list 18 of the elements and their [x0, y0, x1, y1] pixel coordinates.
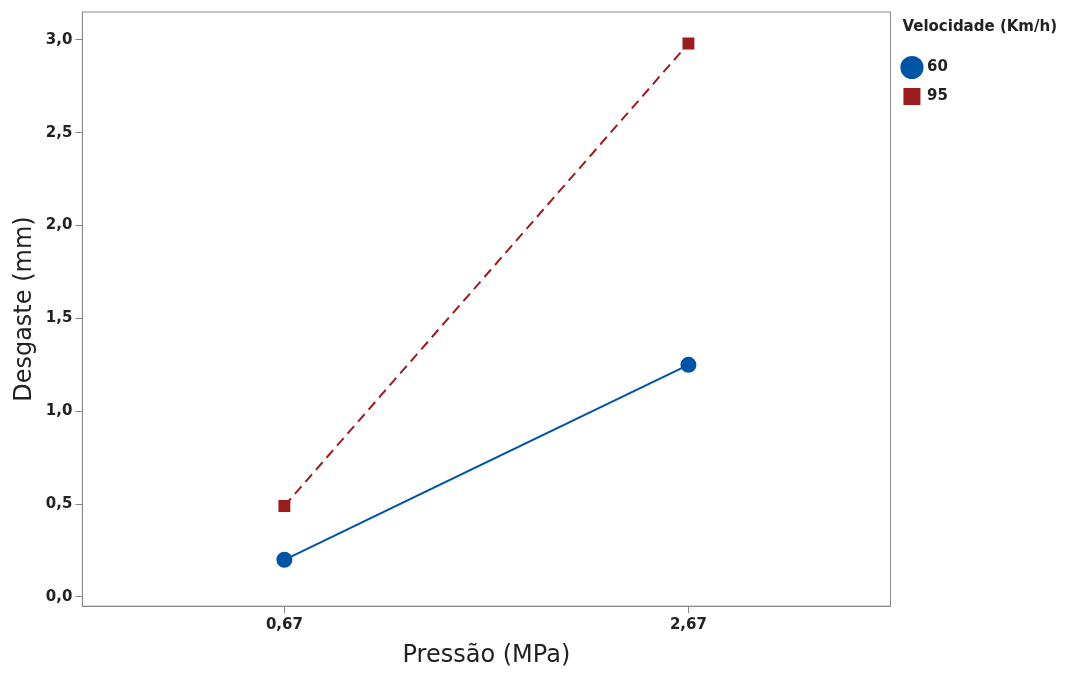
point: [278, 499, 291, 512]
point: [682, 37, 695, 50]
y-tick-label: 2,0: [45, 215, 73, 234]
legend-title: Velocidade (Km/h): [902, 17, 1057, 36]
y-tick-label: 0,0: [45, 586, 73, 605]
legend-label: 95: [926, 86, 948, 105]
point: [276, 551, 293, 568]
y-tick-label: 3,0: [45, 29, 73, 48]
y-tick-label: 1,5: [45, 308, 73, 327]
y-tick-label: 1,0: [45, 401, 73, 420]
x-tick-label: 0,67: [265, 615, 303, 634]
x-tick-label: 2,67: [669, 615, 707, 634]
y-tick-label: 0,5: [45, 493, 73, 512]
point: [680, 356, 697, 373]
x-axis-title: Pressão (MPa): [402, 639, 571, 668]
y-axis-title: Desgaste (mm): [8, 216, 37, 402]
legend-label: 60: [926, 57, 948, 76]
y-tick-label: 2,5: [45, 122, 73, 141]
